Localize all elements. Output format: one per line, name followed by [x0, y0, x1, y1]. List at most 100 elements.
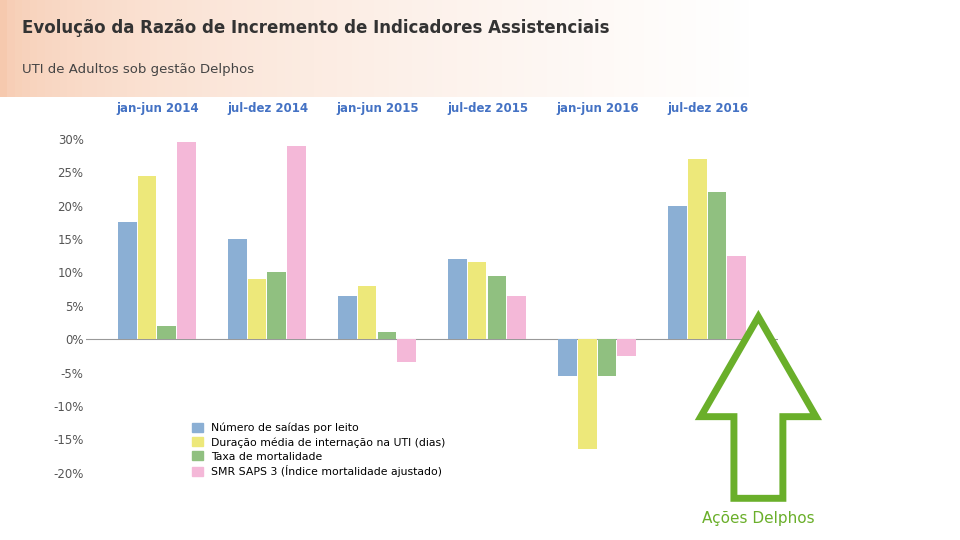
Bar — [382, 0, 390, 97]
Bar — [240, 0, 247, 97]
Bar — [90, 0, 97, 97]
Bar — [420, 0, 427, 97]
Bar — [558, 339, 577, 376]
Bar — [225, 0, 232, 97]
Bar — [0, 0, 8, 97]
Bar — [22, 0, 30, 97]
Bar — [232, 0, 240, 97]
Bar — [614, 0, 621, 97]
Bar — [390, 0, 396, 97]
Text: jan-jun 2015: jan-jun 2015 — [336, 103, 419, 116]
Bar — [254, 0, 262, 97]
Bar — [359, 0, 367, 97]
Bar — [377, 333, 396, 339]
Bar — [554, 0, 562, 97]
Bar — [157, 326, 176, 339]
Text: UTI de Adultos sob gestão Delphos: UTI de Adultos sob gestão Delphos — [22, 63, 254, 76]
Bar — [516, 0, 524, 97]
Bar — [270, 0, 277, 97]
Text: jan-jun 2014: jan-jun 2014 — [116, 103, 199, 116]
Bar — [659, 0, 666, 97]
Legend: Número de saídas por leito, Duração média de internação na UTI (dias), Taxa de m: Número de saídas por leito, Duração médi… — [188, 420, 449, 481]
Bar — [180, 0, 187, 97]
Bar — [599, 0, 607, 97]
Bar — [448, 259, 467, 339]
Bar — [150, 0, 157, 97]
Bar — [165, 0, 172, 97]
Bar — [578, 339, 596, 449]
Bar — [704, 0, 711, 97]
Text: jan-jun 2016: jan-jun 2016 — [556, 103, 639, 116]
Bar — [172, 0, 180, 97]
Bar — [629, 0, 636, 97]
Bar — [468, 262, 487, 339]
Bar — [358, 286, 376, 339]
Bar — [67, 0, 75, 97]
Bar — [442, 0, 449, 97]
Bar — [53, 0, 60, 97]
Bar — [727, 0, 733, 97]
Bar — [652, 0, 659, 97]
Bar — [134, 0, 142, 97]
Bar — [292, 0, 300, 97]
Bar — [494, 0, 502, 97]
Bar — [329, 0, 337, 97]
Bar — [508, 296, 526, 339]
Bar — [105, 0, 112, 97]
Bar — [696, 0, 704, 97]
Bar — [315, 0, 322, 97]
Bar — [509, 0, 516, 97]
Bar — [157, 0, 165, 97]
Bar — [562, 0, 569, 97]
Bar — [307, 0, 315, 97]
Bar — [532, 0, 540, 97]
Bar — [217, 0, 225, 97]
Bar — [287, 145, 306, 339]
Bar — [338, 296, 356, 339]
Bar — [8, 0, 15, 97]
Bar — [195, 0, 203, 97]
Bar — [502, 0, 509, 97]
Bar — [427, 0, 434, 97]
Bar — [728, 255, 746, 339]
Bar — [248, 279, 266, 339]
Bar — [397, 339, 416, 362]
Bar — [120, 0, 128, 97]
Text: jul-dez 2016: jul-dez 2016 — [667, 103, 748, 116]
Bar — [128, 0, 134, 97]
Bar — [682, 0, 689, 97]
Bar — [203, 0, 209, 97]
Bar — [284, 0, 292, 97]
Bar — [142, 0, 150, 97]
Bar — [449, 0, 457, 97]
Bar — [15, 0, 22, 97]
Bar — [412, 0, 420, 97]
Bar — [352, 0, 359, 97]
Bar — [97, 0, 105, 97]
Bar — [598, 339, 616, 376]
Bar — [487, 0, 494, 97]
Bar — [112, 0, 120, 97]
Bar — [83, 0, 90, 97]
Bar — [668, 206, 686, 339]
Text: Ações Delphos: Ações Delphos — [702, 510, 815, 525]
Bar — [30, 0, 37, 97]
Bar — [540, 0, 546, 97]
Polygon shape — [701, 317, 816, 498]
Bar — [733, 0, 741, 97]
Bar — [688, 159, 707, 339]
Bar — [524, 0, 532, 97]
Bar — [434, 0, 442, 97]
Text: jul-dez 2014: jul-dez 2014 — [227, 103, 308, 116]
Bar — [367, 0, 374, 97]
Bar — [337, 0, 345, 97]
Bar — [277, 0, 284, 97]
Bar — [396, 0, 404, 97]
Bar — [479, 0, 487, 97]
Bar — [591, 0, 599, 97]
Bar — [300, 0, 307, 97]
Bar — [209, 0, 217, 97]
Bar — [178, 142, 196, 339]
Bar — [719, 0, 727, 97]
Bar — [45, 0, 53, 97]
